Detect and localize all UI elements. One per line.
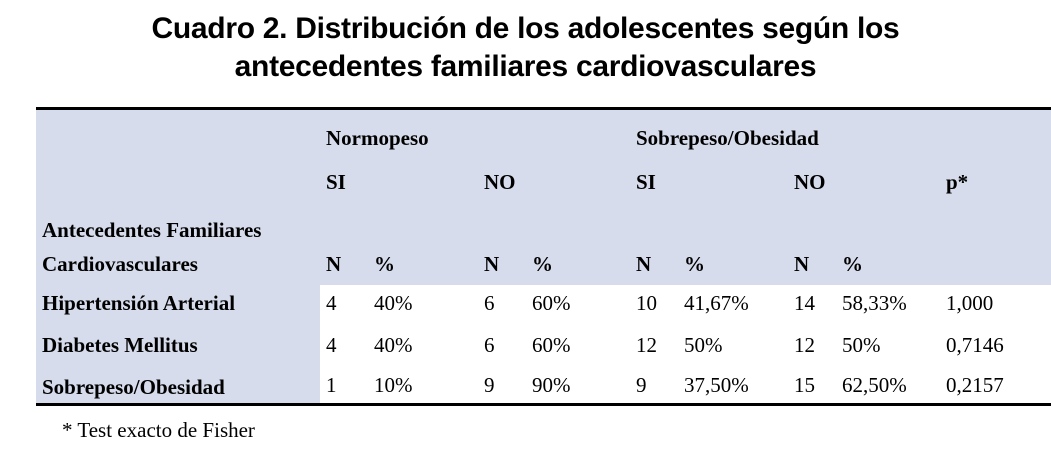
group-header-normopeso: Normopeso — [326, 126, 429, 150]
table-cell: 40% — [374, 291, 413, 315]
subheader-no-sobrepeso: NO — [794, 170, 826, 194]
table-cell: 6 — [484, 333, 495, 357]
data-table: Normopeso Sobrepeso/Obesidad SI NO SI NO… — [36, 107, 1051, 406]
table-cell: 14 — [794, 291, 815, 315]
row-label: Diabetes Mellitus — [42, 333, 198, 357]
table-cell: 37,50% — [684, 373, 749, 397]
table-cell: 40% — [374, 333, 413, 357]
table-cell: 60% — [532, 333, 571, 357]
table-cell: 6 — [484, 291, 495, 315]
table-cell: 1 — [326, 373, 337, 397]
table-cell: 10% — [374, 373, 413, 397]
subheader-p-value: p* — [946, 170, 969, 194]
table-cell: 62,50% — [842, 373, 907, 397]
measure-header-percent: % — [684, 252, 705, 276]
title-line-1: Cuadro 2. Distribución de los adolescent… — [151, 12, 900, 45]
table-cell: 15 — [794, 373, 815, 397]
table-cell: 12 — [636, 333, 657, 357]
table-cell: 4 — [326, 291, 337, 315]
measure-header-percent: % — [374, 252, 395, 276]
row-label: Sobrepeso/Obesidad — [42, 375, 225, 399]
table-cell: 9 — [636, 373, 647, 397]
row-label: Hipertensión Arterial — [42, 291, 236, 315]
group-header-sobrepeso: Sobrepeso/Obesidad — [636, 126, 819, 150]
row-label-column-background — [36, 110, 320, 403]
table-cell: 12 — [794, 333, 815, 357]
table-cell-p-value: 1,000 — [946, 291, 994, 315]
table-cell: 50% — [842, 333, 881, 357]
table-cell-p-value: 0,7146 — [946, 333, 1004, 357]
table-cell-p-value: 0,2157 — [946, 373, 1004, 397]
subheader-si-normopeso: SI — [326, 170, 346, 194]
table-cell: 60% — [532, 291, 571, 315]
table-cell: 90% — [532, 373, 571, 397]
header-background — [320, 110, 1051, 285]
row-label-header-line-1: Antecedentes Familiares — [42, 218, 262, 242]
subheader-no-normopeso: NO — [484, 170, 516, 194]
table-title: Cuadro 2. Distribución de los adolescent… — [0, 10, 1051, 86]
table-cell: 4 — [326, 333, 337, 357]
measure-header-percent: % — [842, 252, 863, 276]
measure-header-n: N — [326, 252, 342, 276]
table-cell: 9 — [484, 373, 495, 397]
table-cell: 58,33% — [842, 291, 907, 315]
table-cell: 50% — [684, 333, 723, 357]
table-cell: 10 — [636, 291, 657, 315]
table-cell: 41,67% — [684, 291, 749, 315]
subheader-si-sobrepeso: SI — [636, 170, 656, 194]
footnote: * Test exacto de Fisher — [62, 418, 255, 442]
row-label-header-line-2: Cardiovasculares — [42, 252, 198, 276]
measure-header-n: N — [636, 252, 652, 276]
measure-header-n: N — [794, 252, 810, 276]
measure-header-percent: % — [532, 252, 553, 276]
title-line-2: antecedentes familiares cardiovasculares — [234, 50, 817, 83]
measure-header-n: N — [484, 252, 500, 276]
